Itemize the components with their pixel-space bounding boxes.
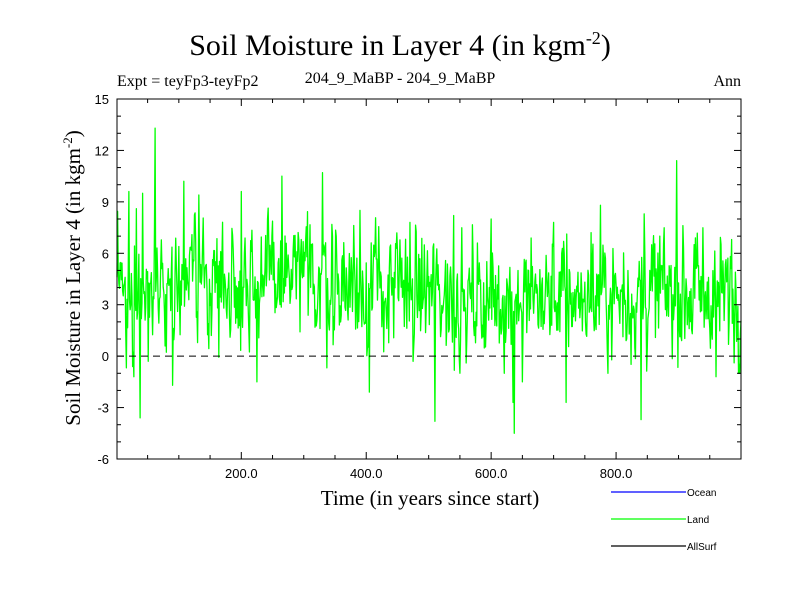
y-tick-label: 15	[95, 92, 109, 107]
chart-title-superscript: -2	[585, 28, 601, 48]
x-axis-label: Time (in years since start)	[321, 486, 540, 510]
y-axis-label-superscript: -2	[60, 137, 75, 148]
chart-title-close: )	[600, 29, 611, 62]
legend-label-land: Land	[687, 515, 709, 526]
x-axis: 200.0 400.0 600.0 800.0	[147, 99, 711, 481]
x-tick-label: 600.0	[475, 466, 508, 481]
x-tick-label: 400.0	[350, 466, 383, 481]
y-tick-label: -3	[97, 401, 109, 416]
series-line-land	[116, 127, 742, 434]
y-tick-label: 3	[102, 298, 109, 313]
period-label: 204_9_MaBP - 204_9_MaBP	[304, 70, 496, 87]
y-tick-label: 9	[102, 195, 109, 210]
chart-title-main: Soil Moisture in Layer 4 (in kgm	[189, 29, 586, 62]
y-tick-label: 0	[102, 349, 109, 364]
x-tick-label: 800.0	[600, 466, 633, 481]
legend-label-ocean: Ocean	[687, 488, 716, 499]
y-tick-label: 6	[102, 246, 109, 261]
legend: Ocean Land AllSurf	[611, 488, 717, 553]
x-tick-label: 200.0	[225, 466, 258, 481]
y-axis-label-close: )	[61, 130, 85, 137]
legend-label-allsurf: AllSurf	[687, 542, 717, 553]
y-tick-label: 12	[95, 143, 109, 158]
season-label: Ann	[713, 73, 741, 90]
y-axis-label: Soil Moisture in Layer 4 (in kgm-2)	[60, 130, 85, 425]
y-tick-label: -6	[97, 452, 109, 467]
plot-area	[116, 127, 742, 434]
y-axis-label-main: Soil Moisture in Layer 4 (in kgm	[61, 148, 85, 426]
chart-title: Soil Moisture in Layer 4 (in kgm-2)	[0, 28, 800, 63]
y-axis: -6 -3 0 3 6 9 12 15	[95, 92, 741, 467]
experiment-label: Expt = teyFp3-teyFp2	[117, 73, 259, 90]
